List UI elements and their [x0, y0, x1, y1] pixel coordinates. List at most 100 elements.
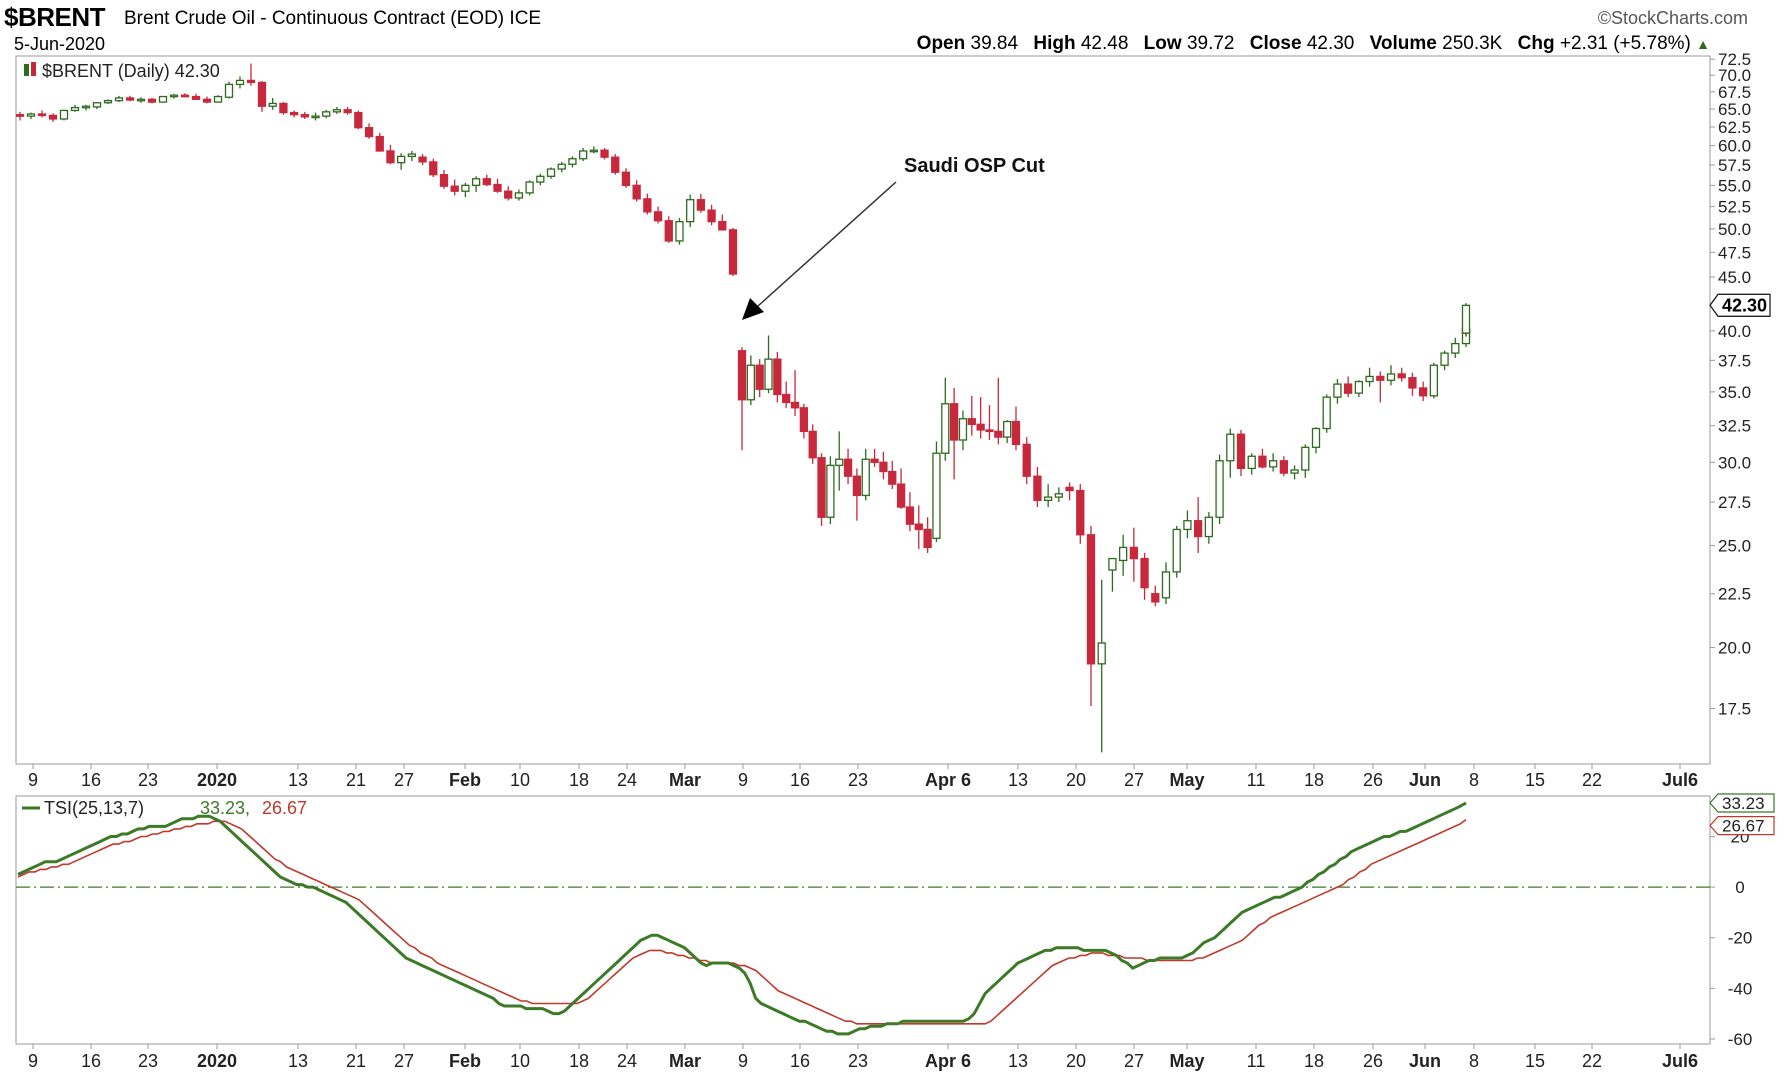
candle-body: [15, 114, 25, 117]
candle: [300, 111, 309, 119]
candle-body: [439, 174, 449, 187]
annotation-arrowhead: [742, 298, 764, 320]
low-value: 39.72: [1186, 33, 1235, 54]
candle-body: [1003, 420, 1012, 438]
candle-body: [279, 102, 288, 114]
tsi-x-tick-label: 9: [738, 1051, 748, 1071]
price-x-tick-label: 20: [1066, 770, 1086, 790]
price-legend: $BRENT (Daily) 42.30: [24, 61, 220, 81]
candle-body: [1172, 528, 1181, 573]
price-y-tick-label: 37.5: [1718, 351, 1751, 370]
candle: [905, 492, 915, 532]
price-y-tick-label: 32.5: [1718, 417, 1751, 436]
price-x-tick-label: 13: [1008, 770, 1028, 790]
signal-value-tag: 26.67: [1709, 816, 1775, 836]
candle-body: [48, 114, 58, 120]
candle: [525, 180, 534, 196]
price-y-tick-label: 45.0: [1718, 268, 1751, 287]
candle-body: [923, 528, 932, 549]
price-x-tick-label: 15: [1525, 770, 1545, 790]
candle-body: [1086, 534, 1096, 665]
candle: [600, 147, 609, 160]
candle: [1118, 534, 1128, 576]
candle: [985, 405, 994, 441]
candle-body: [1258, 455, 1267, 468]
candle-body: [1408, 377, 1417, 389]
candle: [15, 111, 25, 121]
candle: [1033, 466, 1042, 508]
annotation-label: Saudi OSP Cut: [904, 155, 1045, 177]
candle: [611, 154, 620, 175]
candle-body: [1376, 375, 1385, 381]
candle: [482, 174, 491, 187]
candle: [1097, 579, 1106, 753]
candle-body: [158, 95, 168, 103]
candle-body: [737, 350, 747, 401]
candle: [1258, 448, 1267, 469]
candle: [180, 93, 190, 98]
candle-body: [81, 105, 91, 109]
chart-date: 5-Jun-2020: [14, 34, 106, 54]
candle-body: [1268, 460, 1278, 468]
candle: [493, 178, 502, 193]
candle-body: [1322, 396, 1331, 430]
candle: [147, 97, 157, 104]
price-y-tick-label: 52.5: [1718, 198, 1751, 217]
candle: [737, 347, 747, 451]
price-y-tick-label: 65.0: [1718, 100, 1751, 119]
candle: [1022, 437, 1031, 485]
candle: [429, 158, 438, 178]
candle-body: [37, 113, 47, 117]
candle-body: [1033, 475, 1042, 502]
candle-body: [967, 418, 976, 425]
candle-body: [1076, 489, 1085, 536]
candle-body: [1215, 460, 1224, 518]
candle: [835, 431, 844, 491]
candle-body: [808, 430, 817, 459]
candle: [1054, 487, 1064, 503]
candle-body: [1440, 352, 1449, 366]
tsi-y-tick-label: -60: [1728, 1030, 1753, 1049]
tsi-frame: [15, 795, 1711, 1045]
candle: [471, 176, 481, 193]
open-label: Open: [916, 33, 966, 54]
candle: [557, 161, 566, 173]
candle: [1397, 367, 1406, 382]
low-label: Low: [1143, 33, 1182, 54]
candle-body: [407, 153, 417, 158]
candle: [114, 95, 124, 103]
price-x-tick-label: 16: [790, 770, 810, 790]
candle-body: [843, 458, 853, 477]
price-x-tick-label: Jun: [1409, 770, 1441, 790]
candle: [343, 106, 352, 115]
candle-body: [976, 423, 985, 431]
candle: [1003, 420, 1012, 443]
candle-body: [397, 155, 406, 164]
candle: [817, 453, 826, 526]
tsi-legend-label: TSI(25,13,7): [44, 798, 144, 818]
candle: [879, 451, 888, 480]
candle: [37, 110, 47, 118]
price-y-tick-label: 50.0: [1718, 220, 1751, 239]
tsi-line: [17, 801, 1467, 1036]
candle: [364, 123, 374, 139]
candle-body: [718, 221, 727, 231]
price-x-tick-label: 22: [1582, 770, 1602, 790]
price-y-tick-label: 57.5: [1718, 156, 1751, 175]
price-x-tick-label: 9: [28, 770, 38, 790]
candle-body: [1429, 364, 1439, 397]
candle-body: [26, 113, 36, 117]
price-y-tick-label: 72.5: [1718, 50, 1751, 69]
candle: [386, 144, 395, 165]
candle-body: [1365, 375, 1374, 383]
candle-body: [1343, 383, 1353, 394]
candle: [1172, 525, 1181, 578]
candle: [1043, 484, 1053, 508]
candle: [949, 387, 959, 480]
candle-body: [386, 150, 395, 164]
candle: [764, 335, 773, 394]
tsi-x-tick-label: 9: [28, 1051, 38, 1071]
price-x-tick-label: 2020: [197, 770, 237, 790]
candle-body: [870, 458, 879, 463]
candle: [1011, 406, 1021, 451]
